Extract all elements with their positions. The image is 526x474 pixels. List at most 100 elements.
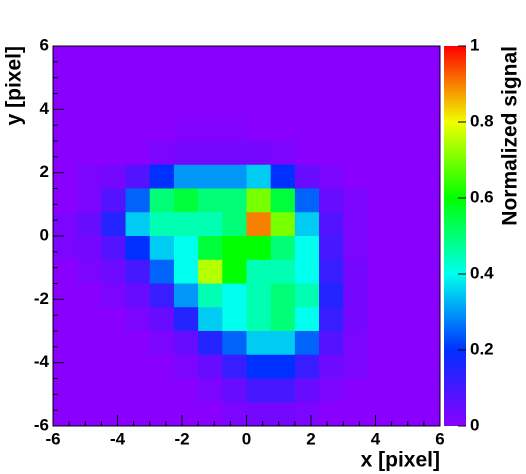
- heatmap-cell: [222, 402, 247, 427]
- heatmap-cell: [77, 188, 102, 213]
- heatmap-cell: [125, 354, 151, 379]
- heatmap-cell: [149, 402, 175, 427]
- heatmap-cell: [319, 93, 344, 118]
- heatmap-cell: [294, 117, 320, 142]
- heatmap-cell: [391, 283, 417, 308]
- heatmap-cell: [319, 117, 344, 142]
- heatmap-cell: [415, 283, 441, 308]
- heatmap-cell: [343, 46, 368, 71]
- heatmap-cell: [391, 117, 417, 142]
- colorbar-tick-label: 0.6: [470, 187, 494, 206]
- heatmap-cell: [319, 283, 344, 308]
- heatmap-cell: [222, 283, 247, 308]
- heatmap-cell: [125, 283, 151, 308]
- heatmap-cell: [294, 46, 320, 71]
- heatmap-cell: [77, 259, 102, 284]
- heatmap-cell: [294, 378, 320, 403]
- y-tick-label: 0: [40, 225, 49, 244]
- heatmap-cell: [222, 164, 247, 189]
- heatmap-cell: [343, 93, 368, 118]
- heatmap-cell: [149, 188, 175, 213]
- colorbar: [444, 46, 466, 426]
- heatmap-cell: [294, 283, 320, 308]
- heatmap-cell: [391, 141, 417, 166]
- heatmap-cell: [149, 141, 175, 166]
- heatmap-cell: [198, 188, 223, 213]
- heatmap-cell: [53, 259, 78, 284]
- heatmap-cell: [319, 331, 344, 356]
- heatmap-cell: [101, 236, 127, 261]
- heatmap-cell: [77, 46, 102, 71]
- heatmap-cell: [198, 331, 223, 356]
- heatmap-cell: [173, 402, 199, 427]
- heatmap-cell: [173, 117, 199, 142]
- heatmap-cell: [415, 378, 441, 403]
- heatmap-cell: [343, 354, 368, 379]
- heatmap-cell: [77, 141, 102, 166]
- heatmap-cell: [222, 259, 247, 284]
- heatmap-cell: [294, 188, 320, 213]
- heatmap-cell: [270, 378, 296, 403]
- heatmap-cell: [270, 69, 296, 94]
- colorbar-tick-label: 1: [470, 35, 479, 54]
- heatmap-cell: [343, 69, 368, 94]
- heatmap-cell: [319, 354, 344, 379]
- heatmap-cell: [198, 212, 223, 237]
- heatmap-cell: [222, 117, 247, 142]
- heatmap-cell: [270, 354, 296, 379]
- heatmap-cell: [198, 307, 223, 332]
- heatmap-cell: [125, 93, 151, 118]
- heatmap-cell: [101, 93, 127, 118]
- heatmap-cell: [246, 164, 272, 189]
- heatmap-cell: [343, 164, 368, 189]
- x-tick-label: 2: [306, 429, 315, 448]
- heatmap-cell: [222, 236, 247, 261]
- heatmap-cell: [270, 307, 296, 332]
- heatmap-cell: [173, 283, 199, 308]
- heatmap-cell: [53, 141, 78, 166]
- heatmap-cell: [222, 212, 247, 237]
- heatmap-cell: [343, 307, 368, 332]
- heatmap-cell: [173, 212, 199, 237]
- heatmap-cell: [101, 46, 127, 71]
- heatmap-cell: [101, 331, 127, 356]
- x-tick-label: -6: [45, 429, 60, 448]
- heatmap-cell: [246, 402, 272, 427]
- heatmap-cell: [343, 331, 368, 356]
- heatmap-cell: [173, 331, 199, 356]
- heatmap-cell: [270, 117, 296, 142]
- colorbar-tick-label: 0: [470, 415, 479, 434]
- heatmap-cell: [101, 283, 127, 308]
- heatmap-cell: [246, 212, 272, 237]
- heatmap-cell: [343, 117, 368, 142]
- heatmap-cell: [415, 331, 441, 356]
- heatmap-cell: [173, 46, 199, 71]
- heatmap-cell: [270, 402, 296, 427]
- heatmap-cell: [294, 307, 320, 332]
- heatmap-cell: [367, 93, 393, 118]
- heatmap-cell: [198, 354, 223, 379]
- heatmap-cell: [415, 141, 441, 166]
- heatmap-cell: [270, 164, 296, 189]
- x-tick-label: -4: [110, 429, 126, 448]
- heatmap-cell: [246, 283, 272, 308]
- heatmap-cell: [198, 402, 223, 427]
- heatmap-cell: [246, 259, 272, 284]
- heatmap-cell: [246, 117, 272, 142]
- heatmap-cell: [101, 212, 127, 237]
- heatmap-cell: [198, 378, 223, 403]
- heatmap-cell: [198, 117, 223, 142]
- heatmap-cell: [415, 46, 441, 71]
- heatmap-cell: [198, 164, 223, 189]
- heatmap-cell: [391, 331, 417, 356]
- heatmap-cell: [222, 69, 247, 94]
- heatmap-cell: [391, 93, 417, 118]
- heatmap-cell: [198, 283, 223, 308]
- y-tick-label: -6: [34, 415, 49, 434]
- heatmap-cell: [77, 117, 102, 142]
- heatmap-cell: [343, 212, 368, 237]
- heatmap-cell: [149, 378, 175, 403]
- heatmap-cell: [415, 402, 441, 427]
- heatmap-cell: [415, 188, 441, 213]
